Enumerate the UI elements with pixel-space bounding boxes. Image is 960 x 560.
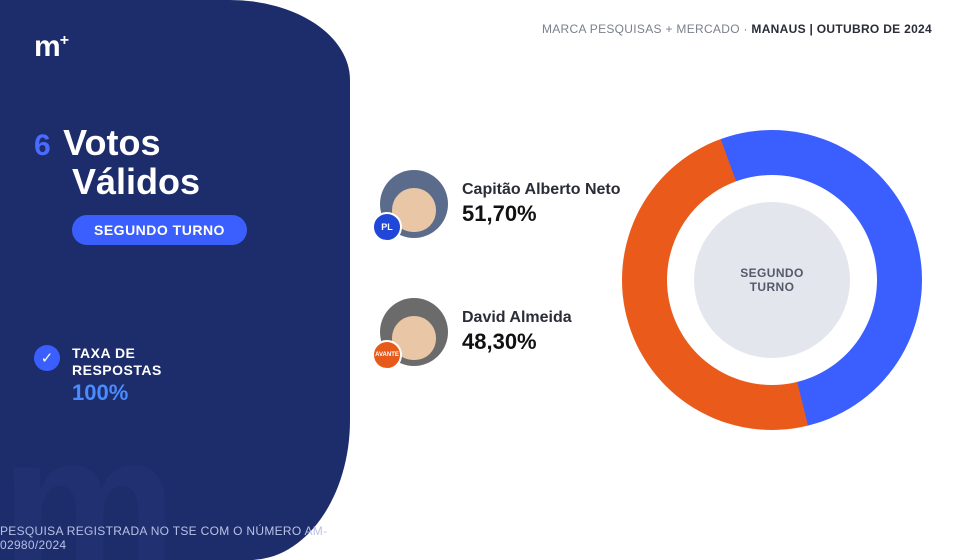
avatar-wrap: PL — [380, 170, 448, 238]
rate-label-1: TAXA DE — [72, 345, 162, 362]
logo-text: m — [34, 30, 60, 63]
left-panel: m+ 6 Votos Válidos SEGUNDO TURNO ✓ TAXA … — [0, 0, 350, 560]
response-rate-block: ✓ TAXA DE RESPOSTAS 100% — [34, 345, 316, 407]
party-badge: AVANTE — [372, 340, 402, 370]
candidate-row: PL Capitão Alberto Neto 51,70% — [380, 170, 640, 238]
round-pill: SEGUNDO TURNO — [72, 215, 247, 245]
donut-center: SEGUNDO TURNO — [694, 202, 850, 358]
donut-center-line2: TURNO — [740, 280, 803, 294]
donut-chart: SEGUNDO TURNO — [622, 130, 922, 430]
candidate-percent: 51,70% — [462, 201, 621, 227]
title-line-2: Válidos — [34, 163, 316, 201]
candidate-name: David Almeida — [462, 309, 572, 327]
candidate-row: AVANTE David Almeida 48,30% — [380, 298, 640, 366]
avatar-wrap: AVANTE — [380, 298, 448, 366]
slide-number: 6 — [34, 129, 51, 163]
title-line-1: Votos — [63, 122, 160, 163]
candidates-list: PL Capitão Alberto Neto 51,70% AVANTE Da… — [380, 170, 640, 426]
footer-note: PESQUISA REGISTRADA NO TSE COM O NÚMERO … — [0, 524, 350, 552]
candidate-name: Capitão Alberto Neto — [462, 181, 621, 199]
rate-label-2: RESPOSTAS — [72, 362, 162, 379]
logo: m+ — [34, 30, 316, 64]
header-strong-text: MANAUS | OUTUBRO DE 2024 — [751, 22, 932, 36]
party-badge: PL — [372, 212, 402, 242]
donut-center-line1: SEGUNDO — [740, 266, 803, 280]
header-right: MARCA PESQUISAS + MERCADO · MANAUS | OUT… — [542, 22, 932, 36]
check-icon: ✓ — [34, 345, 60, 371]
logo-sup: + — [60, 32, 68, 49]
header-left-text: MARCA PESQUISAS + MERCADO · — [542, 22, 751, 36]
candidate-percent: 48,30% — [462, 329, 572, 355]
rate-value: 100% — [72, 380, 162, 406]
title-block: 6 Votos Válidos SEGUNDO TURNO — [34, 124, 316, 245]
